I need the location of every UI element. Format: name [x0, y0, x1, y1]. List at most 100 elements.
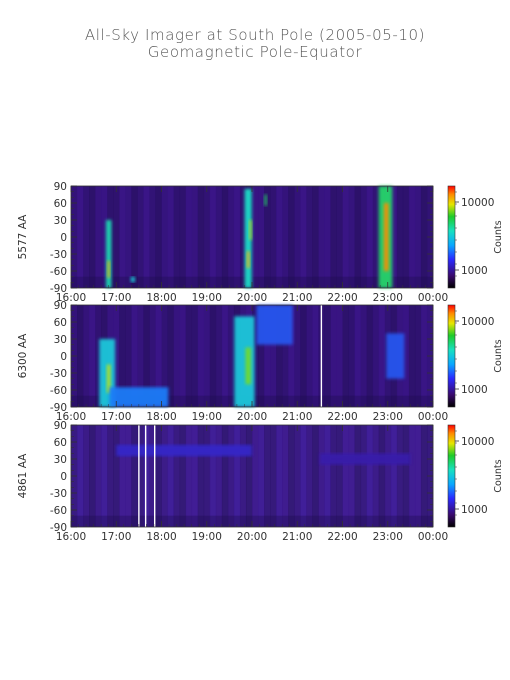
heatmap-texture-stripe: [149, 186, 156, 288]
heatmap-texture-stripe: [300, 425, 307, 527]
heatmap-texture-stripe: [155, 305, 162, 407]
heatmap-texture-stripe: [83, 305, 90, 407]
heatmap-texture-stripe: [366, 186, 374, 288]
heatmap-texture-stripe: [294, 186, 301, 288]
colorbar-tick-label: 10000: [461, 316, 494, 328]
heatmap-emission-feature: [106, 364, 111, 393]
chart-title-block: All-Sky Imager at South Pole (2005-05-10…: [0, 27, 510, 61]
x-tick-label: 16:00: [56, 411, 86, 423]
heatmap-texture-stripe: [366, 425, 374, 527]
heatmap-texture-stripe: [336, 305, 343, 407]
heatmap-texture-stripe: [239, 186, 247, 288]
heatmap-texture-stripe: [342, 305, 350, 407]
heatmap-texture-stripe: [245, 425, 253, 527]
heatmap-texture-stripe: [89, 425, 96, 527]
heatmap-texture-stripe: [420, 186, 428, 288]
heatmap-texture-stripe: [209, 305, 217, 407]
x-tick-label: 19:00: [192, 292, 222, 304]
heatmap-texture-stripe: [342, 425, 350, 527]
x-tick-label: 18:00: [146, 411, 176, 423]
heatmap-texture-stripe: [89, 186, 96, 288]
heatmap-texture-stripe: [161, 425, 169, 527]
heatmap-texture-stripe: [324, 186, 331, 288]
y-tick-label: -60: [50, 385, 67, 397]
heatmap-emission-feature: [116, 444, 252, 457]
x-tick-label: 22:00: [327, 292, 357, 304]
heatmap-texture-stripe: [125, 425, 132, 527]
heatmap-texture-stripe: [300, 186, 307, 288]
heatmap-emission-feature: [383, 203, 389, 271]
heatmap-texture-stripe: [306, 186, 313, 288]
heatmap-texture-stripe: [185, 425, 193, 527]
heatmap-texture-stripe: [215, 186, 223, 288]
y-tick-label: 30: [54, 215, 67, 227]
heatmap-texture-stripe: [294, 425, 301, 527]
x-tick-label: 23:00: [373, 292, 403, 304]
heatmap-texture-stripe: [270, 186, 277, 288]
heatmap-texture-stripe: [294, 305, 301, 407]
heatmap-texture-stripe: [221, 186, 229, 288]
colorbar-tick-label: 10000: [461, 436, 494, 448]
heatmap-texture-stripe: [143, 186, 150, 288]
x-tick-label: 22:00: [327, 531, 357, 543]
y-tick-label: -90: [50, 522, 67, 534]
colorbar-tick-label: 1000: [461, 265, 488, 277]
heatmap-texture-stripe: [161, 186, 169, 288]
heatmap-texture-stripe: [113, 186, 120, 288]
heatmap-texture-stripe: [173, 425, 181, 527]
heatmap-texture-stripe: [360, 186, 368, 288]
heatmap-texture-stripe: [330, 425, 337, 527]
y-axis-label: 4861 AA: [17, 453, 29, 499]
colorbar-tick-label: 10000: [461, 197, 494, 209]
heatmap-texture-stripe: [420, 305, 428, 407]
heatmap-texture-stripe: [239, 425, 247, 527]
y-tick-label: -30: [50, 488, 67, 500]
y-tick-label: -30: [50, 368, 67, 380]
heatmap-texture-stripe: [233, 425, 241, 527]
heatmap-texture-stripe: [408, 305, 416, 407]
heatmap-texture-stripe: [384, 425, 392, 527]
heatmap-texture-stripe: [179, 305, 187, 407]
heatmap-texture-stripe: [125, 305, 132, 407]
heatmap-texture-stripe: [288, 425, 295, 527]
heatmap-texture-stripe: [366, 305, 374, 407]
x-tick-label: 17:00: [101, 531, 131, 543]
y-axis-label: 6300 AA: [17, 333, 29, 379]
heatmap-texture-stripe: [336, 186, 343, 288]
y-tick-label: -60: [50, 505, 67, 517]
heatmap-texture-stripe: [149, 425, 156, 527]
heatmap-texture-stripe: [119, 305, 126, 407]
heatmap-texture-stripe: [354, 425, 362, 527]
heatmap-texture-stripe: [312, 186, 319, 288]
chart-title: All-Sky Imager at South Pole (2005-05-10…: [84, 26, 426, 44]
heatmap-texture-stripe: [131, 186, 138, 288]
heatmap-emission-feature: [130, 276, 135, 283]
heatmap-texture-stripe: [143, 305, 150, 407]
heatmap-texture-stripe: [143, 425, 150, 527]
heatmap-texture-stripe: [173, 305, 181, 407]
heatmap-emission-feature: [256, 305, 293, 345]
heatmap-emission-feature: [249, 220, 252, 240]
heatmap-texture-stripe: [221, 305, 229, 407]
heatmap-texture-stripe: [83, 425, 90, 527]
heatmap-texture-stripe: [149, 305, 156, 407]
colorbar-tick-label: 1000: [461, 384, 488, 396]
heatmap-texture-stripe: [282, 305, 289, 407]
heatmap-texture-stripe: [354, 305, 362, 407]
heatmap-texture-stripe: [77, 425, 84, 527]
heatmap-texture-stripe: [77, 305, 84, 407]
heatmap-texture-stripe: [264, 305, 271, 407]
heatmap-emission-feature: [109, 387, 169, 407]
heatmap-texture-stripe: [209, 425, 217, 527]
heatmap-texture-stripe: [408, 425, 416, 527]
heatmap-emission-feature: [107, 260, 110, 278]
heatmap-texture-stripe: [282, 186, 289, 288]
x-tick-label: 17:00: [101, 411, 131, 423]
heatmap-texture-stripe: [107, 425, 114, 527]
heatmap-texture-stripe: [414, 425, 422, 527]
heatmap-texture-stripe: [312, 425, 319, 527]
heatmap-texture-stripe: [131, 425, 138, 527]
